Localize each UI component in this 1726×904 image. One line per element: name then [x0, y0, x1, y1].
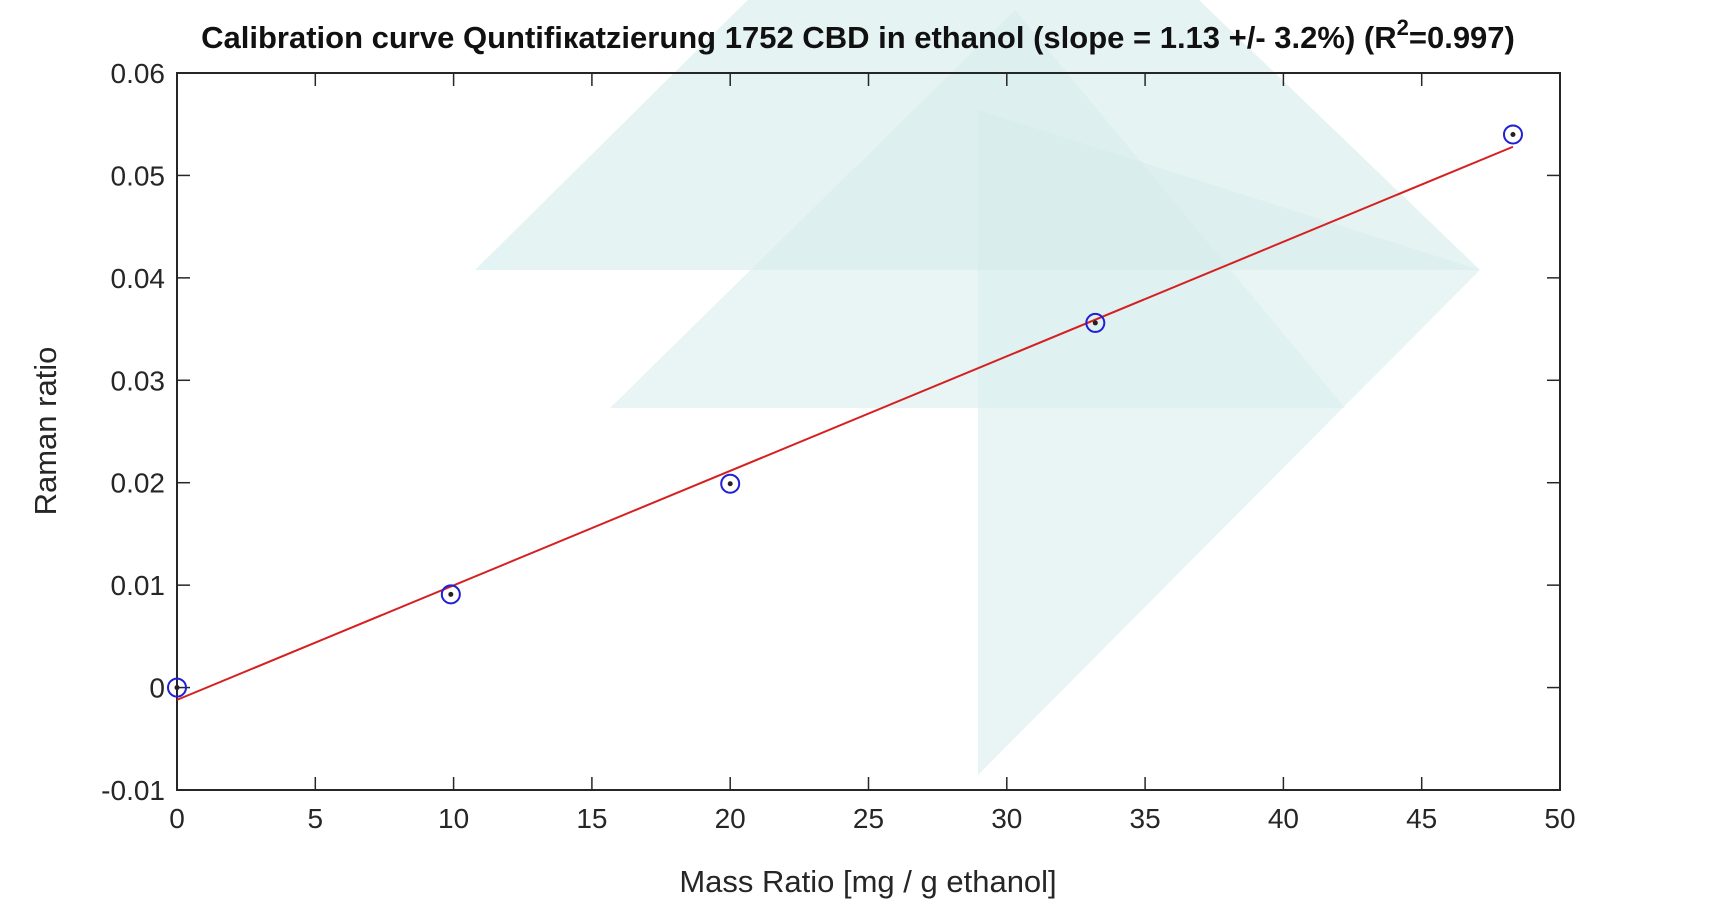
x-tick-label: 30 [991, 803, 1022, 834]
chart-title: Calibration curve Quntifiкatzierung 1752… [201, 15, 1515, 55]
x-tick-label: 0 [169, 803, 185, 834]
watermark-triangle-middle [610, 10, 1345, 408]
y-tick-label: 0.05 [111, 160, 166, 191]
y-tick-label: 0.02 [111, 468, 166, 499]
y-tick-label: 0.01 [111, 570, 166, 601]
data-point-dot [727, 481, 733, 487]
x-tick-label: 5 [308, 803, 324, 834]
chart-title-main: Calibration curve Quntifiкatzierung 1752… [201, 20, 1397, 55]
x-axis-label: Mass Ratio [mg / g ethanol] [679, 864, 1056, 899]
watermark-triangle-top [475, 0, 1480, 270]
axis-ticks [176, 72, 1561, 791]
data-point-ring [440, 584, 461, 605]
data-point-dot [1510, 131, 1516, 137]
y-axis-label: Raman ratio [28, 347, 63, 516]
fit-line-layer [176, 145, 1514, 701]
data-point [1502, 124, 1523, 145]
data-point-ring [720, 473, 741, 494]
x-tick-label: 40 [1268, 803, 1299, 834]
x-tick-label: 50 [1544, 803, 1575, 834]
data-point-ring [1502, 124, 1523, 145]
x-tick-label: 35 [1130, 803, 1161, 834]
x-tick-label: 45 [1406, 803, 1437, 834]
watermark-triangle-right [978, 110, 1480, 775]
y-tick-label: 0 [149, 673, 165, 704]
axis-tick-labels: 0 5 10 15 20 25 30 35 40 45 50-0.0100.010.020.030.… [101, 58, 1575, 834]
data-point [167, 677, 187, 698]
data-point-ring [167, 677, 187, 698]
data-point-ring [1085, 312, 1106, 333]
chart-title-suffix: =0.997) [1409, 20, 1515, 55]
y-tick-label: 0.04 [111, 263, 166, 294]
data-point-dot [1092, 320, 1098, 326]
x-tick-label: 15 [576, 803, 607, 834]
teal-triangle-logo-icon [475, 0, 1480, 775]
x-tick-label: 20 [715, 803, 746, 834]
x-tick-label: 25 [853, 803, 884, 834]
chart-title-superscript: 2 [1397, 15, 1409, 40]
fit-line [176, 145, 1514, 701]
data-point [1085, 312, 1106, 333]
data-point [720, 473, 741, 494]
y-tick-label: -0.01 [101, 775, 165, 806]
data-points-layer [167, 124, 1523, 698]
data-point-dot [174, 685, 180, 691]
y-tick-label: 0.06 [111, 58, 166, 89]
y-tick-label: 0.03 [111, 365, 166, 396]
data-point-dot [448, 591, 454, 597]
x-tick-label: 10 [438, 803, 469, 834]
data-point [440, 584, 461, 605]
